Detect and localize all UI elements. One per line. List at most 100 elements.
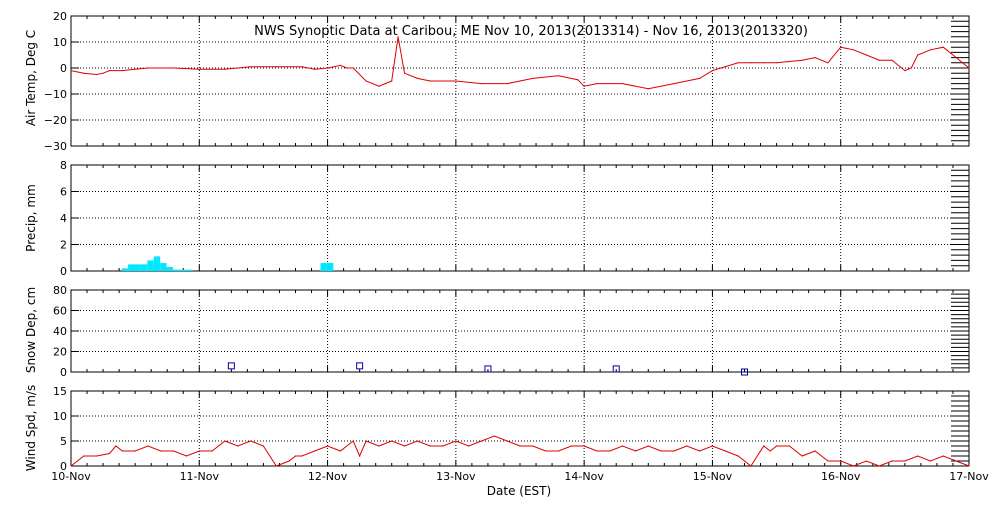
y-tick-label: 4 bbox=[60, 212, 67, 225]
data-point bbox=[583, 85, 585, 87]
data-point bbox=[391, 440, 393, 442]
data-point bbox=[865, 460, 867, 462]
data-point bbox=[397, 36, 399, 38]
plot-frames: 20100−10−20−308642080604020015105010-Nov… bbox=[44, 10, 989, 483]
data-point bbox=[173, 67, 175, 69]
y-tick-label: −10 bbox=[44, 88, 67, 101]
data-point bbox=[416, 440, 418, 442]
data-point bbox=[801, 59, 803, 61]
data-point bbox=[865, 54, 867, 56]
data-point bbox=[968, 67, 970, 69]
data-point bbox=[570, 445, 572, 447]
data-point bbox=[955, 460, 957, 462]
panel-2: 80 60 40 20 0 bbox=[53, 284, 970, 379]
precip-bar bbox=[185, 269, 193, 271]
data-point bbox=[384, 83, 386, 85]
precip-bar bbox=[140, 264, 148, 271]
data-point bbox=[763, 445, 765, 447]
data-point bbox=[455, 440, 457, 442]
data-point bbox=[904, 460, 906, 462]
data-point bbox=[173, 450, 175, 452]
data-point bbox=[134, 68, 136, 70]
panel-0: 20 10 0 −10 −20 −30 bbox=[44, 10, 970, 153]
data-point bbox=[775, 445, 778, 447]
data-point bbox=[596, 83, 598, 85]
data-point bbox=[917, 455, 919, 457]
x-tick-label: 11-Nov bbox=[180, 470, 220, 483]
series-layer bbox=[70, 36, 970, 467]
data-point bbox=[224, 68, 226, 70]
data-point bbox=[96, 455, 98, 457]
data-point bbox=[121, 70, 123, 72]
data-point bbox=[955, 57, 957, 59]
data-point bbox=[262, 445, 265, 447]
data-point bbox=[83, 72, 85, 74]
panel-frame bbox=[70, 164, 970, 272]
data-point bbox=[763, 62, 765, 64]
y-label-air-temp: Air Temp, Deg C bbox=[24, 30, 38, 126]
x-tick-label: 14-Nov bbox=[564, 470, 604, 483]
data-point bbox=[622, 83, 624, 85]
data-point bbox=[673, 450, 675, 452]
data-point bbox=[660, 450, 662, 452]
data-point bbox=[70, 465, 72, 467]
panel-1: 8 6 4 2 0 bbox=[60, 159, 970, 278]
y-tick-label: 15 bbox=[53, 385, 67, 398]
data-point bbox=[301, 455, 303, 457]
y-tick-label: 6 bbox=[60, 186, 67, 199]
x-tick-label: 15-Nov bbox=[693, 470, 733, 483]
data-point bbox=[577, 79, 579, 81]
data-point bbox=[346, 67, 348, 69]
x-tick-label: 10-Nov bbox=[51, 470, 91, 483]
data-point bbox=[910, 67, 912, 69]
data-point bbox=[326, 445, 329, 447]
data-point bbox=[493, 435, 495, 437]
y-tick-label: 10 bbox=[53, 36, 67, 49]
data-point bbox=[339, 450, 341, 452]
data-point bbox=[532, 445, 534, 447]
data-point bbox=[634, 450, 637, 452]
precip-bar bbox=[128, 264, 135, 271]
data-point bbox=[596, 450, 598, 452]
chart-title: NWS Synoptic Data at Caribou, ME Nov 10,… bbox=[254, 24, 808, 39]
data-point bbox=[750, 62, 752, 64]
data-point bbox=[378, 85, 380, 87]
data-point bbox=[673, 83, 675, 85]
data-point bbox=[326, 67, 329, 69]
precip-bar bbox=[134, 264, 141, 271]
y-tick-label: 8 bbox=[60, 159, 67, 172]
data-point bbox=[198, 68, 200, 70]
data-point bbox=[750, 465, 752, 467]
data-point bbox=[108, 70, 111, 72]
x-tick-label: 13-Nov bbox=[436, 470, 476, 483]
data-point bbox=[275, 66, 277, 68]
data-point bbox=[801, 455, 803, 457]
data-point bbox=[365, 80, 367, 82]
y-tick-label: 5 bbox=[60, 435, 67, 448]
data-point bbox=[506, 440, 508, 442]
data-point bbox=[852, 465, 855, 467]
series-1 bbox=[121, 256, 334, 271]
data-point bbox=[840, 460, 842, 462]
data-point bbox=[134, 450, 136, 452]
data-point bbox=[429, 80, 431, 82]
precip-bar bbox=[179, 269, 186, 271]
data-point bbox=[96, 73, 98, 76]
data-point bbox=[711, 70, 714, 72]
panel-frame bbox=[70, 289, 970, 373]
precip-bar bbox=[166, 267, 173, 271]
y-tick-label: 20 bbox=[53, 10, 67, 23]
data-point bbox=[788, 445, 791, 447]
data-point bbox=[314, 450, 316, 452]
data-point bbox=[840, 46, 842, 48]
y-tick-label: 0 bbox=[60, 460, 67, 473]
y-label-snow-depth: Snow Dep, cm bbox=[24, 287, 38, 373]
y-tick-label: 0 bbox=[60, 265, 67, 278]
data-point bbox=[480, 440, 483, 442]
x-axis-label: Date (EST) bbox=[487, 484, 551, 498]
y-tick-label: −20 bbox=[44, 114, 67, 127]
data-point bbox=[929, 49, 932, 51]
data-point bbox=[737, 62, 739, 64]
